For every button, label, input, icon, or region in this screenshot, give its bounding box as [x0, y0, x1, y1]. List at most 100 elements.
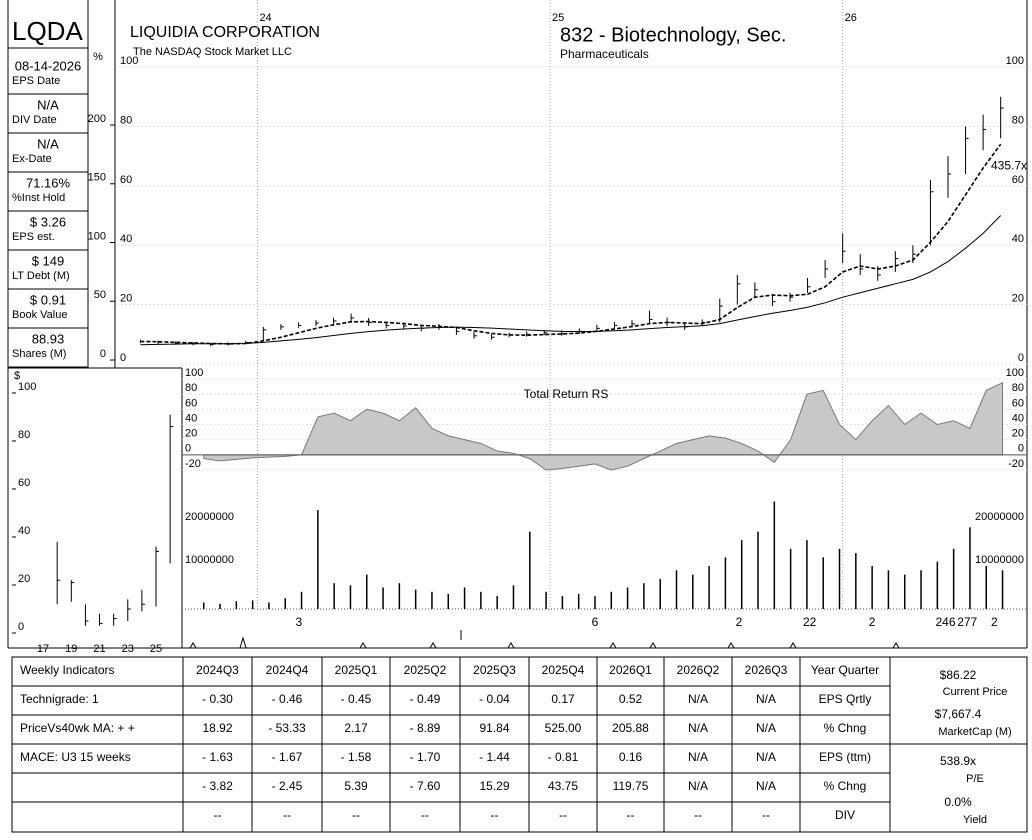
table-cell: - 53.33: [268, 721, 306, 735]
y-tick-label: 40: [185, 412, 197, 424]
table-cell: --: [352, 808, 360, 822]
table-cell: % Chng: [824, 721, 867, 735]
sidebar-value: 08-14-2026: [15, 58, 82, 73]
y-tick-label: 0: [18, 621, 24, 633]
y-tick-label: 0: [1018, 443, 1024, 455]
table-cell: - 3.82: [202, 779, 233, 793]
y-tick-label: -20: [1008, 458, 1024, 470]
sidebar-label: %Inst Hold: [12, 192, 65, 204]
table-header: 2024Q3: [196, 663, 239, 677]
table-cell: N/A: [688, 750, 708, 764]
sidebar-value: N/A: [37, 97, 59, 112]
y-tick-label: 100: [18, 381, 36, 393]
table-cell: N/A: [688, 692, 708, 706]
industry-subgroup: Pharmaceuticals: [560, 47, 649, 61]
sidebar-value: 88.93: [32, 331, 65, 346]
x-tick-label: 24: [259, 12, 271, 24]
summary-value: $7,667.4: [935, 707, 982, 721]
y-tick-label: 80: [1012, 382, 1024, 394]
y2-tick-label: 0: [100, 348, 106, 360]
sidebar-value: $ 3.26: [30, 214, 66, 229]
table-cell: - 0.30: [202, 692, 233, 706]
table-header: 2026Q1: [609, 663, 652, 677]
sidebar-label: EPS Date: [12, 75, 60, 87]
y-tick-label: 20: [1012, 428, 1024, 440]
table-cell: - 2.45: [272, 779, 303, 793]
table-cell: N/A: [688, 779, 708, 793]
table-cell: 2.17: [344, 721, 368, 735]
table-cell: 205.88: [612, 721, 649, 735]
x-tick-label: 25: [552, 12, 564, 24]
x-tick-label: 19: [65, 643, 77, 655]
table-cell: --: [491, 808, 499, 822]
y-tick-label: 80: [18, 429, 30, 441]
table-header: 2026Q3: [745, 663, 788, 677]
table-cell: EPS (ttm): [819, 750, 871, 764]
table-cell: 15.29: [479, 779, 509, 793]
ticker: LQDA: [12, 16, 83, 46]
y-tick-label: 0: [120, 352, 126, 364]
sidebar-value: $ 149: [32, 253, 65, 268]
table-cell: - 1.67: [272, 750, 303, 764]
x-tick-label: 23: [122, 643, 134, 655]
y-tick-label: 80: [120, 114, 132, 126]
moving-average: [140, 143, 1002, 345]
table-cell: 0.17: [551, 692, 575, 706]
table-header: 2025Q1: [335, 663, 378, 677]
x-tick-label: 25: [150, 643, 162, 655]
row-label: PriceVs40wk MA: + +: [20, 721, 135, 735]
table-cell: - 0.04: [479, 692, 510, 706]
y-tick-label: 0: [1018, 352, 1024, 364]
summary-label: P/E: [966, 773, 984, 785]
event-label: 3: [295, 615, 302, 629]
table-header: Year Quarter: [811, 663, 879, 677]
y2-tick-label: 200: [88, 113, 106, 125]
industry-group: 832 - Biotechnology, Sec.: [560, 24, 786, 46]
event-label: 22: [803, 615, 817, 629]
table-header: 2026Q2: [677, 663, 720, 677]
y-tick-label: 40: [1012, 412, 1024, 424]
sidebar-value: 71.16%: [26, 175, 71, 190]
table-cell: 18.92: [202, 721, 232, 735]
annotation: 435.7x: [991, 159, 1027, 173]
y-tick-label: -20: [185, 458, 201, 470]
company-name: LIQUIDIA CORPORATION: [130, 24, 320, 41]
y-tick-label: 40: [1012, 233, 1024, 245]
y-tick-label: 100: [1006, 55, 1024, 67]
table-header: 2024Q4: [266, 663, 309, 677]
sidebar-label: Book Value: [12, 309, 67, 321]
x-tick-label: 21: [93, 643, 105, 655]
table-cell: N/A: [688, 721, 708, 735]
y2-tick-label: 100: [88, 230, 106, 242]
y-tick-label: 80: [1012, 114, 1024, 126]
event-label: 2: [869, 615, 876, 629]
table-cell: N/A: [756, 692, 776, 706]
y-tick-label: 60: [185, 397, 197, 409]
table-cell: - 1.70: [410, 750, 441, 764]
y-tick-label: 20: [120, 293, 132, 305]
y-tick-label: 20000000: [185, 511, 234, 523]
table-cell: DIV: [835, 808, 855, 822]
y2-tick-label: 50: [94, 289, 106, 301]
y-tick-label: 0: [185, 443, 191, 455]
y-axis-label: $: [14, 370, 20, 382]
signal-markers: [189, 630, 900, 649]
table-header: 2025Q2: [404, 663, 447, 677]
row-label: MACE: U3 15 weeks: [20, 750, 131, 764]
x-tick-label: 17: [37, 643, 49, 655]
summary-label: Yield: [963, 814, 987, 826]
y-tick-label: 100: [185, 367, 203, 379]
y-tick-label: 60: [1012, 174, 1024, 186]
table-cell: % Chng: [824, 779, 867, 793]
rs-area: [203, 382, 1004, 471]
summary-label: Current Price: [943, 686, 1008, 698]
table-cell: --: [283, 808, 291, 822]
y-tick-label: 20: [1012, 293, 1024, 305]
row-label: Technigrade: 1: [20, 692, 99, 706]
table-cell: - 1.63: [202, 750, 233, 764]
table-cell: --: [762, 808, 770, 822]
y-tick-label: 60: [1012, 397, 1024, 409]
table-cell: 0.16: [619, 750, 643, 764]
